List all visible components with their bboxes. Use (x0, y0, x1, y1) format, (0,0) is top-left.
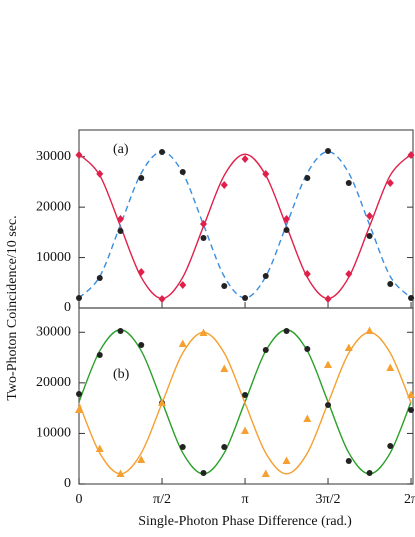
data-point (96, 274, 103, 281)
data-point (137, 267, 145, 276)
data-point (138, 175, 145, 182)
data-point (220, 180, 228, 189)
data-point (76, 295, 82, 302)
data-point (344, 343, 353, 352)
data-point (262, 169, 270, 178)
data-point (200, 469, 207, 476)
data-point (408, 295, 415, 302)
data-point (220, 364, 229, 372)
data-point (75, 150, 83, 159)
data-point (158, 294, 166, 303)
data-point (366, 469, 373, 476)
data-point (116, 469, 125, 477)
y-tick-label: 30000 (36, 149, 71, 164)
y-tick-label: 0 (64, 300, 71, 315)
x-tick-label: 0 (76, 492, 83, 507)
data-point (116, 215, 124, 223)
x-tick-label: π (242, 492, 249, 507)
data-point (159, 148, 166, 155)
data-point (241, 154, 249, 163)
data-point (179, 443, 186, 450)
data-point (303, 270, 311, 279)
y-tick-label: 20000 (36, 199, 71, 214)
data-point (366, 232, 373, 239)
data-point (242, 295, 249, 302)
data-point (242, 391, 249, 398)
data-point (407, 390, 415, 398)
data-point (387, 443, 394, 450)
data-point (117, 228, 124, 235)
data-point (76, 390, 82, 397)
data-point (96, 351, 103, 358)
data-point (386, 178, 394, 187)
y-tick-label: 10000 (36, 426, 71, 441)
data-point (96, 169, 104, 178)
y-tick-label: 0 (64, 476, 71, 491)
data-point (324, 360, 333, 368)
data-point (137, 455, 146, 463)
data-point (366, 211, 374, 220)
fit-line (78, 150, 412, 299)
y-tick-label: 30000 (36, 324, 71, 339)
x-axis-label: Single-Photon Phase Difference (rad.) (138, 514, 352, 529)
data-point (283, 328, 290, 335)
data-point (386, 363, 395, 371)
data-point (304, 175, 311, 182)
data-point (138, 341, 145, 348)
data-point (408, 407, 415, 414)
data-point (178, 339, 187, 348)
data-point (325, 402, 332, 409)
data-point (345, 457, 352, 464)
fit-line (78, 153, 412, 300)
data-point (283, 226, 290, 233)
panel-label: (b) (113, 367, 130, 382)
y-tick-label: 10000 (36, 250, 71, 265)
data-point (365, 326, 374, 335)
data-point (345, 179, 352, 186)
x-tick-label: 2π (404, 492, 415, 507)
data-point (303, 414, 312, 423)
data-point (221, 443, 228, 450)
data-point (221, 283, 228, 290)
y-tick-label: 20000 (36, 375, 71, 390)
x-tick-label: π/2 (153, 492, 171, 507)
y-axis-label: Two-Photon Coincidence/10 sec. (5, 215, 20, 400)
data-point (117, 328, 124, 335)
data-point (345, 270, 353, 279)
data-point (304, 345, 311, 352)
data-point (75, 405, 83, 414)
data-point (179, 169, 186, 176)
data-point (179, 281, 187, 290)
data-point (407, 150, 415, 159)
data-point (200, 235, 207, 242)
data-point (282, 456, 291, 464)
panel-label: (a) (113, 142, 129, 157)
data-point (95, 444, 104, 453)
data-point (200, 219, 208, 228)
data-point (158, 398, 167, 406)
data-point (262, 346, 269, 353)
data-point (325, 147, 332, 154)
data-point (324, 294, 332, 303)
data-point (283, 215, 291, 223)
data-point (387, 280, 394, 287)
fit-line (78, 331, 412, 475)
data-point (262, 272, 269, 279)
data-point (199, 328, 208, 336)
x-tick-label: 3π/2 (316, 492, 341, 507)
data-point (261, 469, 270, 477)
data-point (241, 426, 250, 434)
